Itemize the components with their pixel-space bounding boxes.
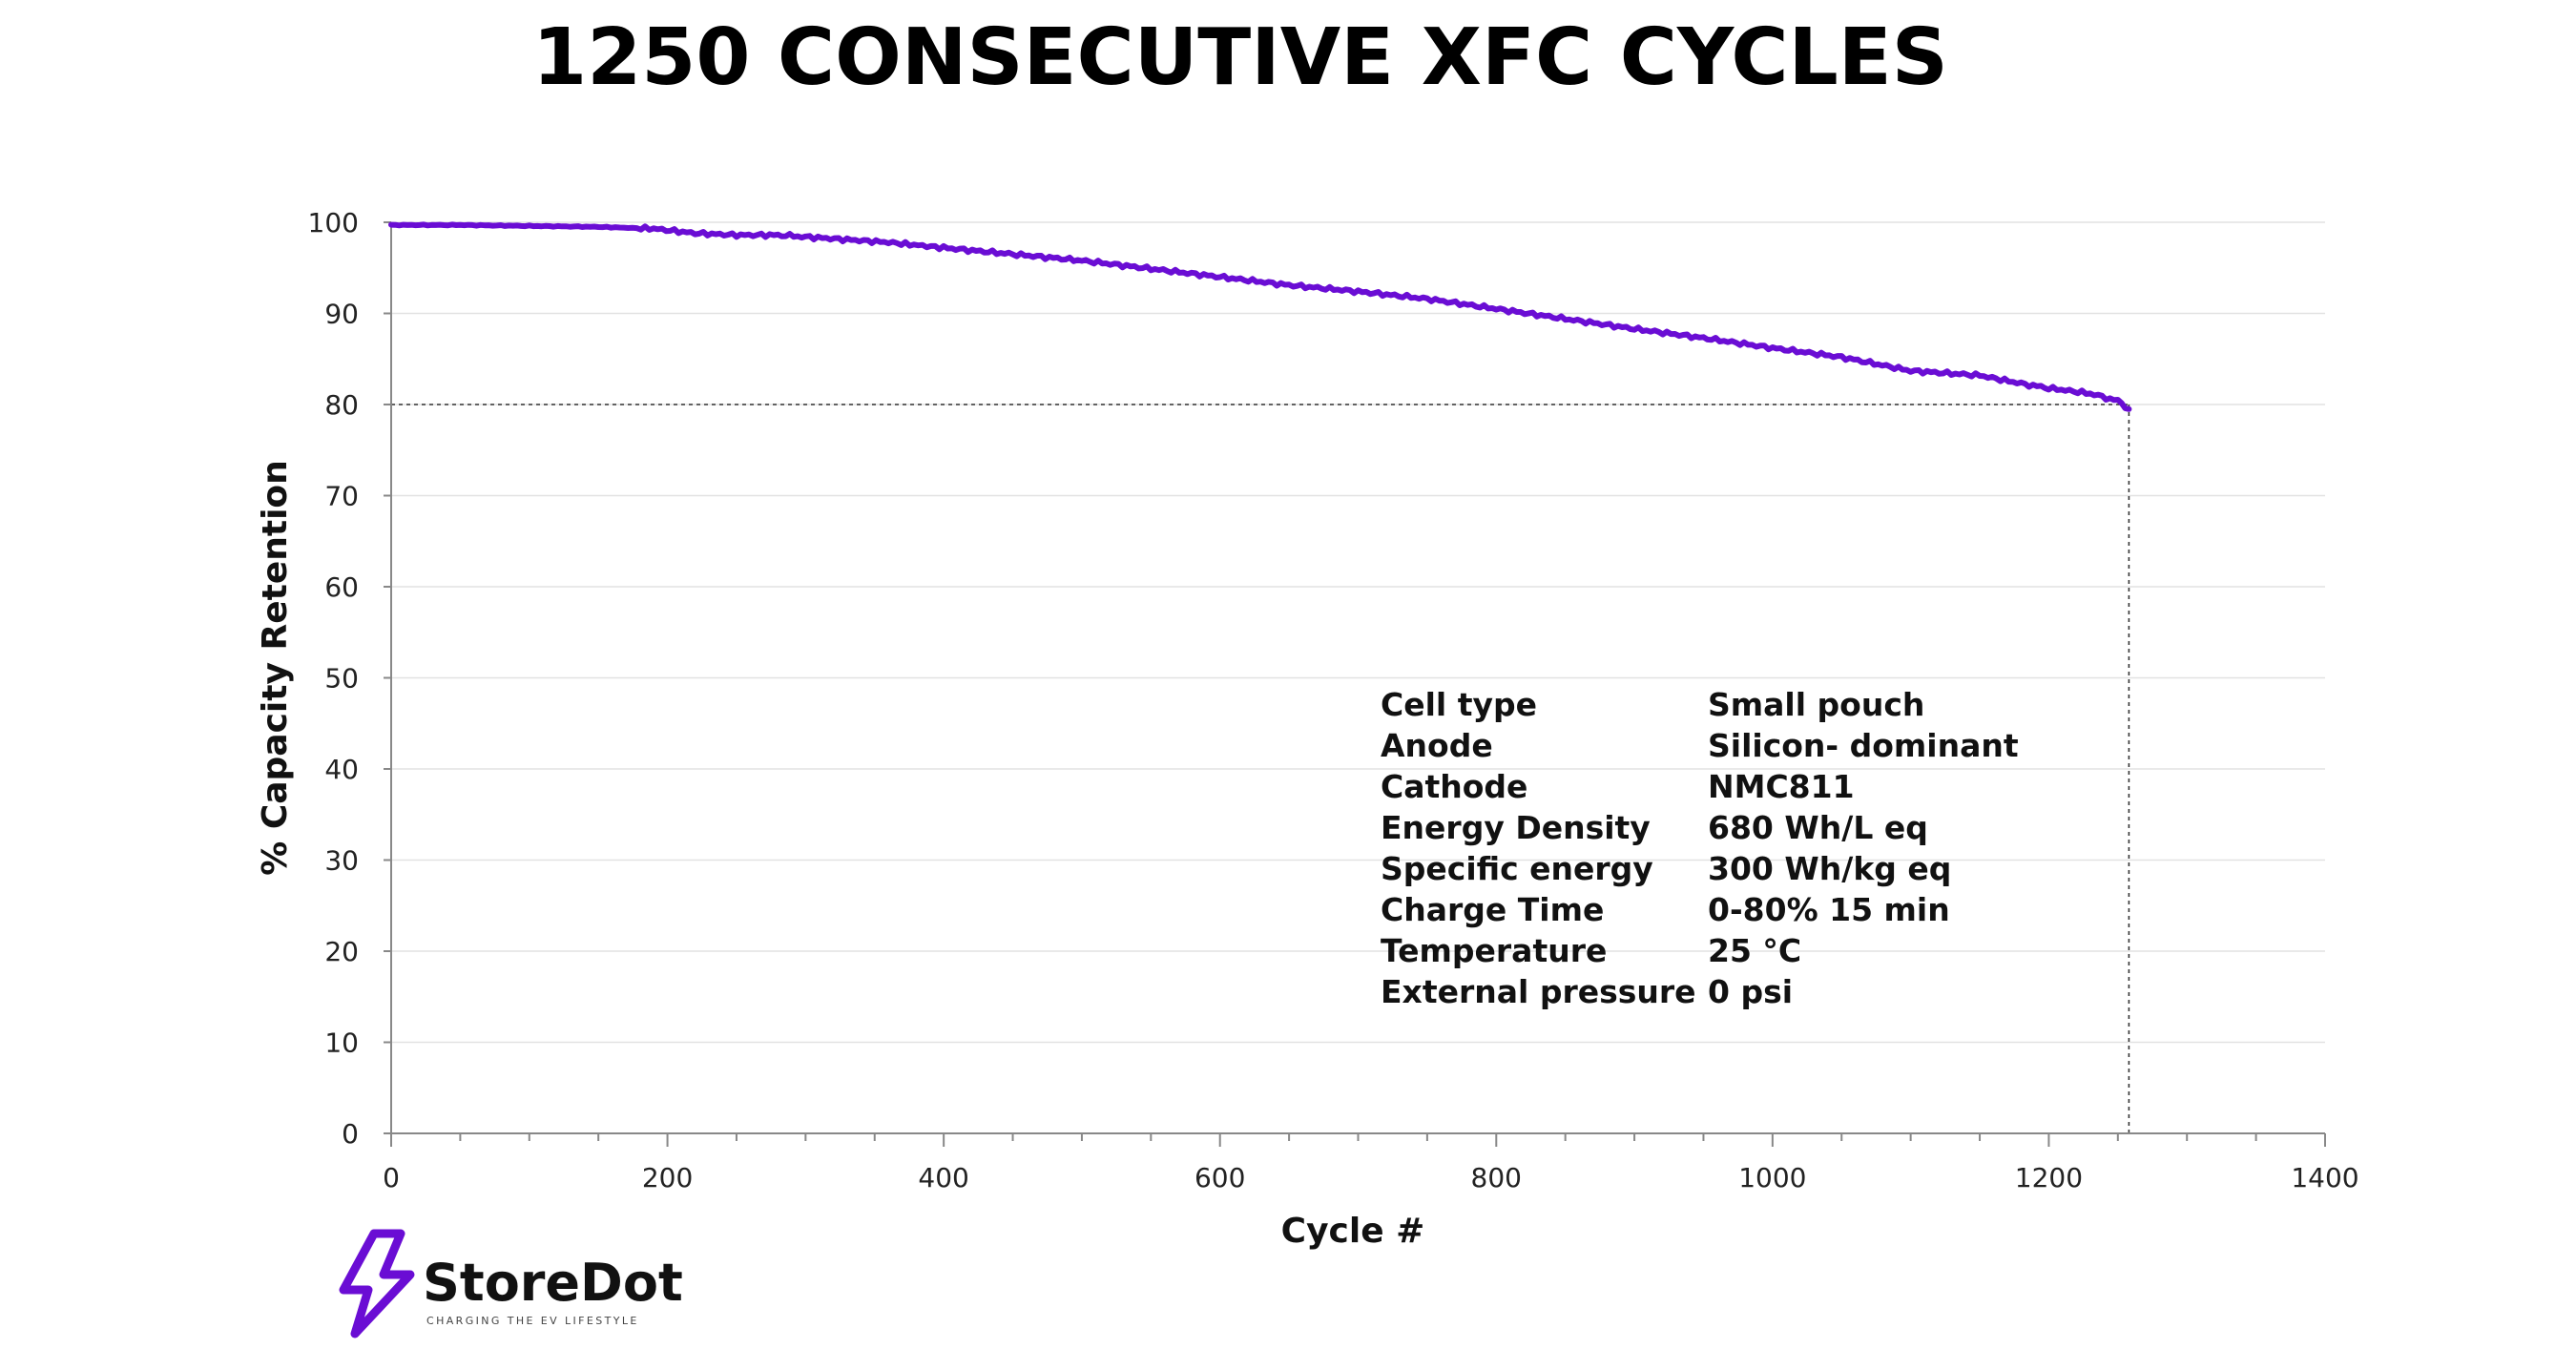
y-tick-label: 30 (324, 845, 359, 877)
y-tick-label: 50 (324, 663, 359, 695)
spec-label: Specific energy (1381, 850, 1653, 887)
series-line-capacity-retention (388, 221, 2132, 412)
x-axis-label: Cycle # (1281, 1212, 1425, 1251)
y-tick-label: 80 (324, 389, 359, 421)
gridlines (391, 221, 2325, 1044)
y-tick-label: 100 (308, 207, 359, 239)
y-tick-label: 0 (342, 1118, 359, 1150)
spec-label: Cell type (1381, 686, 1537, 723)
spec-label: Anode (1381, 727, 1493, 764)
chart-title: 1250 CONSECUTIVE XFC CYCLES (532, 12, 1948, 103)
x-tick-label: 400 (918, 1162, 968, 1193)
logo-tagline: CHARGING THE EV LIFESTYLE (426, 1315, 639, 1327)
y-tick-label: 20 (324, 936, 359, 967)
x-tick-label: 200 (642, 1162, 693, 1193)
spec-label: Energy Density (1381, 809, 1651, 846)
spec-value: 25 °C (1708, 932, 1801, 969)
spec-value: 0-80% 15 min (1708, 891, 1950, 928)
spec-label: Temperature (1381, 932, 1607, 969)
y-tick-label: 90 (324, 299, 359, 330)
logo-wordmark: StoreDot (423, 1253, 683, 1313)
axes (384, 221, 2326, 1147)
spec-value: Silicon- dominant (1708, 727, 2019, 764)
x-tick-label: 1200 (2015, 1162, 2083, 1193)
x-tick-label: 800 (1471, 1162, 1522, 1193)
spec-value: 680 Wh/L eq (1708, 809, 1928, 846)
y-tick-label: 10 (324, 1027, 359, 1059)
spec-label: Charge Time (1381, 891, 1604, 928)
x-tick-label: 1000 (1738, 1162, 1806, 1193)
y-axis-label: % Capacity Retention (256, 460, 295, 876)
lightning-bolt-icon (339, 1229, 415, 1339)
spec-label: External pressure (1381, 973, 1696, 1010)
x-tick-label: 600 (1195, 1162, 1245, 1193)
spec-value: NMC811 (1708, 768, 1855, 805)
y-tick-label: 60 (324, 571, 359, 603)
y-tick-label: 70 (324, 481, 359, 512)
x-tick-label: 0 (383, 1162, 400, 1193)
y-tick-label: 40 (324, 754, 359, 785)
spec-value: 300 Wh/kg eq (1708, 850, 1951, 887)
data-series (388, 221, 2132, 412)
spec-value: 0 psi (1708, 973, 1793, 1010)
cell-specs-table: Cell type Small pouch Anode Silicon- domina… (1381, 686, 2019, 1010)
x-tick-label: 1400 (2291, 1162, 2358, 1193)
spec-label: Cathode (1381, 768, 1527, 805)
storedot-logo: StoreDot CHARGING THE EV LIFESTYLE (339, 1229, 683, 1339)
spec-value: Small pouch (1708, 686, 1924, 723)
